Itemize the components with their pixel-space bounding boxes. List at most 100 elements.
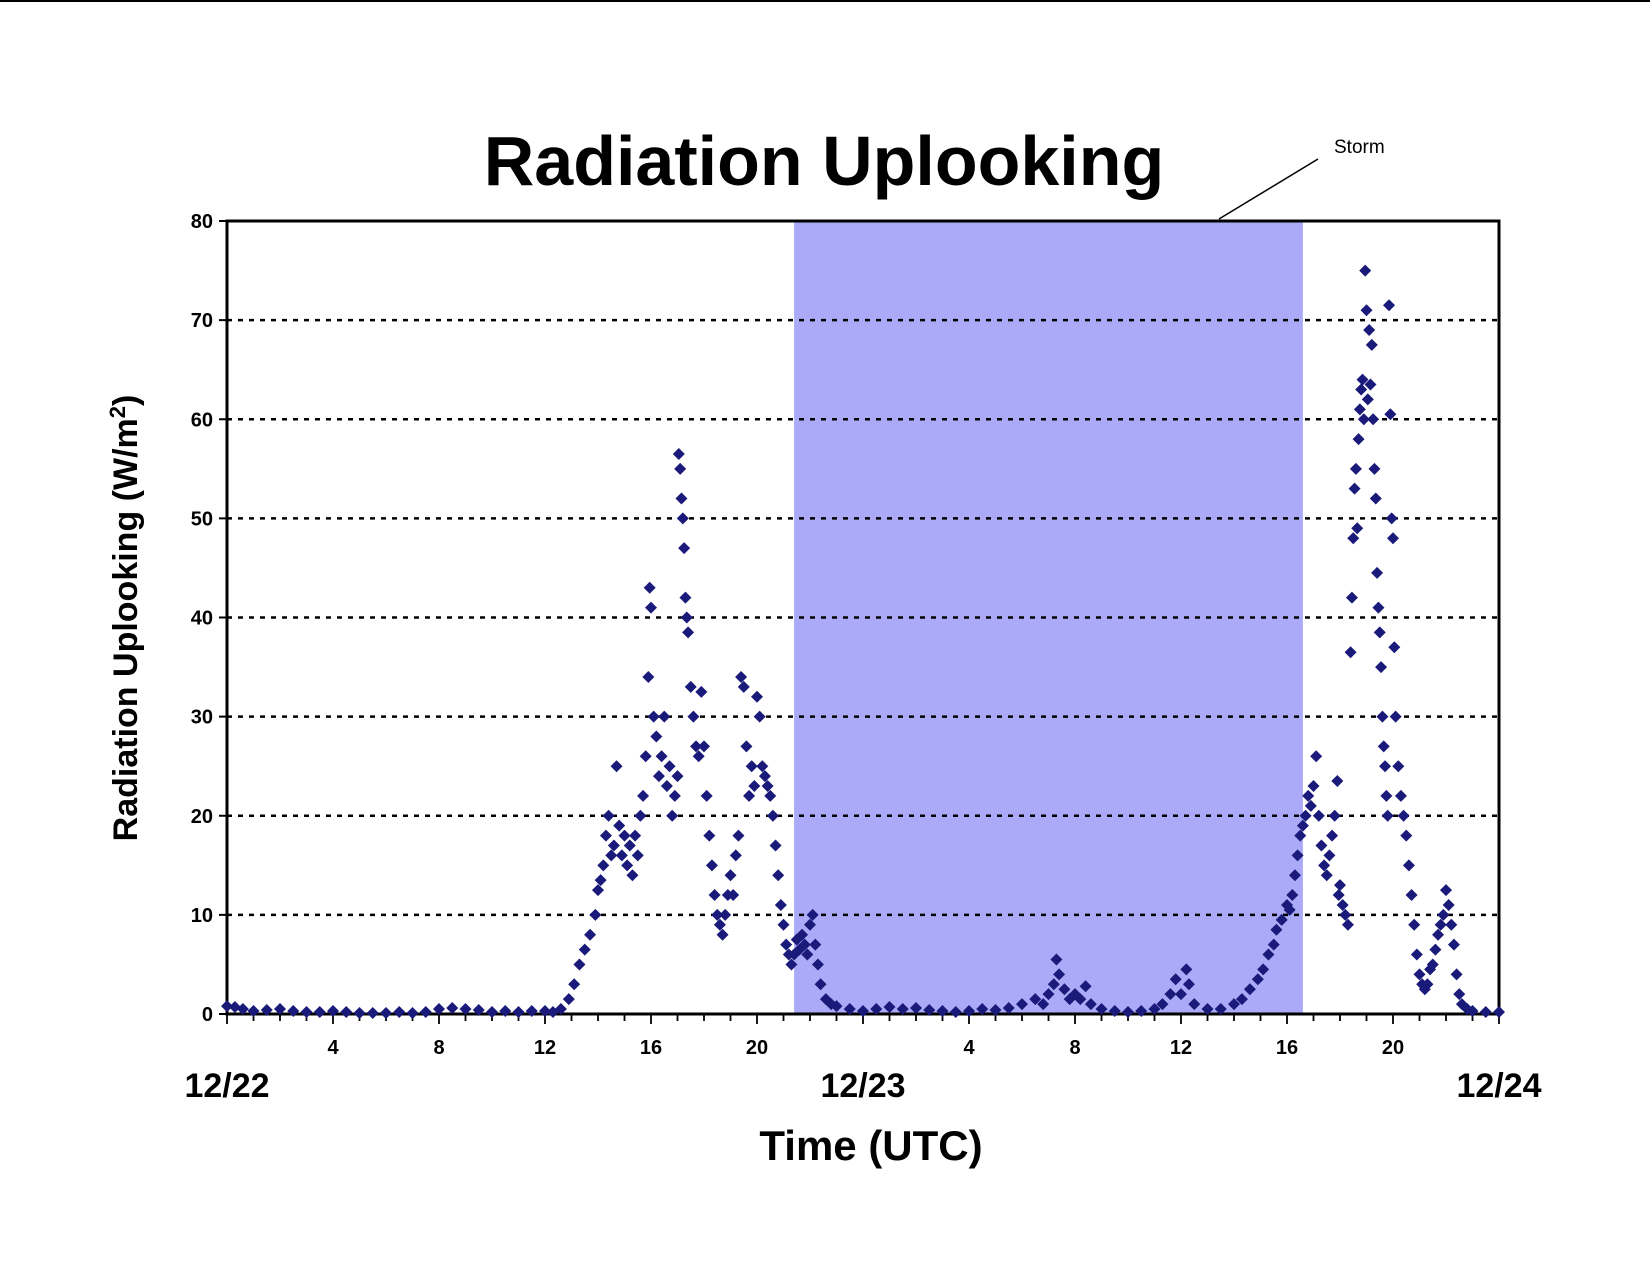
data-point <box>684 680 697 693</box>
data-point <box>1257 963 1270 976</box>
data-point <box>870 1003 883 1016</box>
data-point <box>1002 1002 1015 1015</box>
y-axis-title: Radiation Uplooking (W/m2) <box>105 395 145 842</box>
data-point <box>573 958 586 971</box>
data-point <box>433 1003 445 1016</box>
data-point <box>772 869 785 882</box>
data-point <box>1421 978 1434 991</box>
data-point <box>1315 839 1328 852</box>
data-point <box>645 601 657 614</box>
data-point <box>300 1006 313 1019</box>
data-point <box>1445 918 1458 931</box>
data-point <box>705 859 718 872</box>
data-point <box>1299 809 1312 822</box>
data-point <box>1344 646 1357 659</box>
data-point <box>1384 408 1397 421</box>
data-point <box>1347 532 1360 545</box>
data-point <box>637 789 650 802</box>
data-point <box>1388 641 1401 654</box>
data-point <box>287 1005 300 1018</box>
data-point <box>221 1000 233 1013</box>
data-point <box>764 789 777 802</box>
data-point <box>1331 775 1344 788</box>
data-point <box>1479 1006 1492 1019</box>
data-point <box>629 829 642 842</box>
data-point <box>761 780 774 793</box>
data-point <box>658 710 671 723</box>
data-point <box>1312 809 1325 822</box>
data-point <box>1426 958 1439 971</box>
data-point <box>642 670 655 683</box>
data-point <box>260 1004 273 1017</box>
data-point <box>1353 403 1366 416</box>
data-point <box>1348 482 1361 495</box>
data-point <box>1332 889 1345 902</box>
data-point <box>562 993 575 1006</box>
data-point <box>1429 943 1442 956</box>
data-point <box>380 1007 392 1020</box>
data-point <box>1334 879 1346 892</box>
data-point <box>1228 998 1240 1011</box>
data-point <box>777 918 790 931</box>
y-tick-label-0: 0 <box>202 1004 213 1026</box>
date-label-12-23: 12/23 <box>820 1067 905 1105</box>
data-point <box>751 690 763 703</box>
data-point <box>843 1003 856 1016</box>
data-point <box>716 928 729 941</box>
data-point <box>1352 433 1365 446</box>
data-point <box>618 829 631 842</box>
data-point <box>1365 338 1378 351</box>
data-point <box>1270 923 1283 936</box>
data-point <box>639 750 652 763</box>
top-border-line <box>0 0 1650 2</box>
data-point <box>1108 1005 1121 1018</box>
data-point <box>1016 998 1028 1011</box>
data-point <box>690 740 703 753</box>
y-axis-title-superscript: 2 <box>105 406 130 418</box>
data-point <box>748 780 761 793</box>
data-point <box>668 789 681 802</box>
data-point <box>1053 968 1066 981</box>
data-point <box>804 918 816 931</box>
data-point <box>247 1005 260 1018</box>
data-point <box>1437 908 1450 921</box>
data-point <box>1307 780 1320 793</box>
data-point <box>1148 1003 1161 1016</box>
data-point <box>737 680 750 693</box>
data-point <box>1450 968 1463 981</box>
data-point <box>698 740 710 753</box>
data-point <box>1360 304 1373 317</box>
data-point <box>676 512 689 525</box>
data-point <box>1383 299 1396 312</box>
data-point <box>652 770 665 783</box>
data-point <box>1275 913 1288 926</box>
data-point <box>643 581 656 594</box>
data-point <box>692 750 705 763</box>
data-point <box>774 898 787 911</box>
data-point <box>814 978 827 991</box>
data-point <box>406 1007 419 1020</box>
data-point <box>313 1006 326 1019</box>
data-point <box>597 859 610 872</box>
data-point <box>1389 710 1402 723</box>
data-point <box>605 849 618 862</box>
y-tick-label-60: 60 <box>191 409 213 431</box>
data-point <box>1453 988 1466 1001</box>
data-point <box>1447 938 1460 951</box>
data-point <box>1283 903 1296 916</box>
data-point <box>857 1005 869 1018</box>
data-point <box>1367 413 1380 426</box>
data-point <box>811 958 824 971</box>
data-point <box>1400 829 1413 842</box>
data-point <box>1440 884 1452 897</box>
data-point <box>1361 393 1374 406</box>
data-point <box>393 1006 406 1019</box>
data-point <box>1235 993 1248 1006</box>
data-point <box>459 1003 472 1016</box>
data-point <box>1408 918 1421 931</box>
data-point <box>1294 829 1307 842</box>
data-point <box>1042 988 1055 1001</box>
data-point <box>1318 859 1331 872</box>
data-point <box>1267 938 1280 951</box>
